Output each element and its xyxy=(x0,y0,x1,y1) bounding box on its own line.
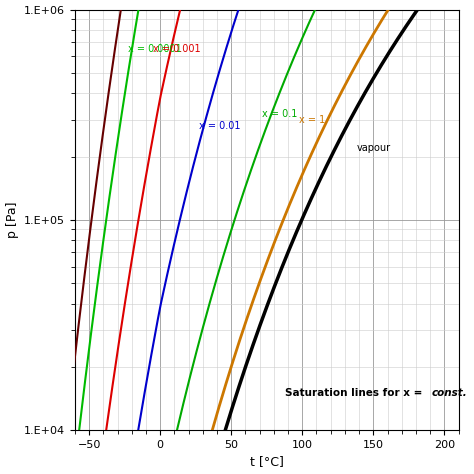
Text: x = 0.01: x = 0.01 xyxy=(199,121,240,131)
Text: Saturation lines for x =: Saturation lines for x = xyxy=(285,388,426,398)
X-axis label: t [°C]: t [°C] xyxy=(250,456,284,468)
Text: x = 1: x = 1 xyxy=(300,115,326,125)
Y-axis label: p [Pa]: p [Pa] xyxy=(6,201,18,238)
Text: x = 0.1: x = 0.1 xyxy=(263,109,298,118)
Text: x = 0.0001: x = 0.0001 xyxy=(128,44,181,54)
Text: const.: const. xyxy=(431,388,467,398)
Text: x = 0.001: x = 0.001 xyxy=(153,44,201,54)
Text: vapour: vapour xyxy=(356,143,391,153)
